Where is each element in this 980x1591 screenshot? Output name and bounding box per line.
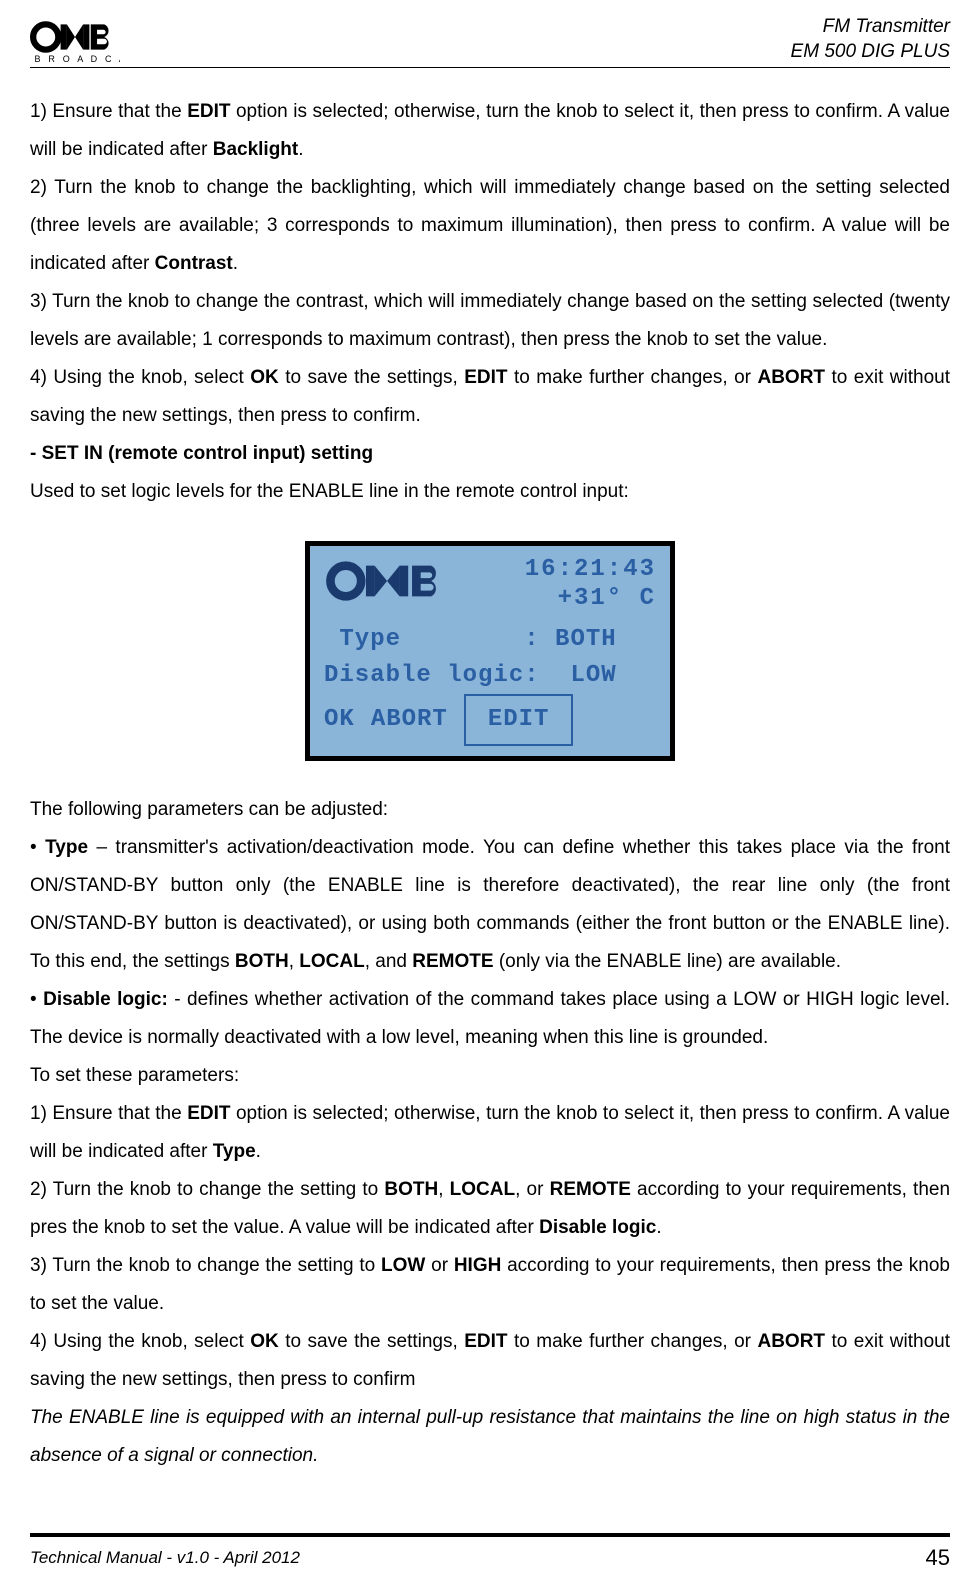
paragraph-2: 2) Turn the knob to change the backlight… [30, 169, 950, 283]
enable-line-note: The ENABLE line is equipped with an inte… [30, 1399, 950, 1475]
to-set: To set these parameters: [30, 1057, 950, 1095]
lcd-time: 16:21:43 [525, 556, 656, 585]
header-line1: FM Transmitter [791, 15, 950, 40]
page-number: 45 [926, 1545, 950, 1571]
lcd-abort-label: ABORT [371, 696, 448, 744]
omb-logo-svg: B R O A D C A S T [30, 19, 120, 64]
step-4: 4) Using the knob, select OK to save the… [30, 1323, 950, 1399]
param-type: • Type – transmitter's activation/deacti… [30, 829, 950, 981]
page-content: 1) Ensure that the EDIT option is select… [30, 93, 950, 1493]
svg-text:B R O A D C A S T: B R O A D C A S T [35, 54, 121, 64]
lcd-bottom-row: OK ABORT EDIT [324, 694, 656, 746]
header-title: FM Transmitter EM 500 DIG PLUS [791, 15, 950, 64]
paragraph-3: 3) Turn the knob to change the contrast,… [30, 283, 950, 359]
header-line2: EM 500 DIG PLUS [791, 40, 950, 65]
lcd-disable-row: Disable logic: LOW [324, 658, 656, 694]
lcd-screenshot-container: 16:21:43 +31° C Type : BOTH Disable logi… [30, 541, 950, 761]
lcd-type-row: Type : BOTH [324, 622, 656, 658]
footer-version: Technical Manual - v1.0 - April 2012 [30, 1548, 300, 1568]
lcd-ok-label: OK [324, 696, 355, 744]
section-intro: Used to set logic levels for the ENABLE … [30, 473, 950, 511]
lcd-time-temp: 16:21:43 +31° C [525, 556, 656, 614]
params-intro: The following parameters can be adjusted… [30, 791, 950, 829]
lcd-omb-logo [324, 556, 464, 606]
paragraph-4: 4) Using the knob, select OK to save the… [30, 359, 950, 435]
page-header: B R O A D C A S T FM Transmitter EM 500 … [30, 15, 950, 68]
section-heading-setin: - SET IN (remote control input) setting [30, 435, 950, 473]
document-page: B R O A D C A S T FM Transmitter EM 500 … [0, 0, 980, 1591]
step-2: 2) Turn the knob to change the setting t… [30, 1171, 950, 1247]
page-footer: Technical Manual - v1.0 - April 2012 45 [30, 1533, 950, 1571]
lcd-middle: Type : BOTH Disable logic: LOW [324, 622, 656, 694]
omb-logo: B R O A D C A S T [30, 19, 120, 64]
lcd-top-row: 16:21:43 +31° C [324, 556, 656, 614]
param-disable-logic: • Disable logic: - defines whether activ… [30, 981, 950, 1057]
lcd-display: 16:21:43 +31° C Type : BOTH Disable logi… [305, 541, 675, 761]
lcd-edit-label: EDIT [464, 694, 574, 746]
lcd-temp: +31° C [525, 585, 656, 614]
step-3: 3) Turn the knob to change the setting t… [30, 1247, 950, 1323]
step-1: 1) Ensure that the EDIT option is select… [30, 1095, 950, 1171]
paragraph-1: 1) Ensure that the EDIT option is select… [30, 93, 950, 169]
